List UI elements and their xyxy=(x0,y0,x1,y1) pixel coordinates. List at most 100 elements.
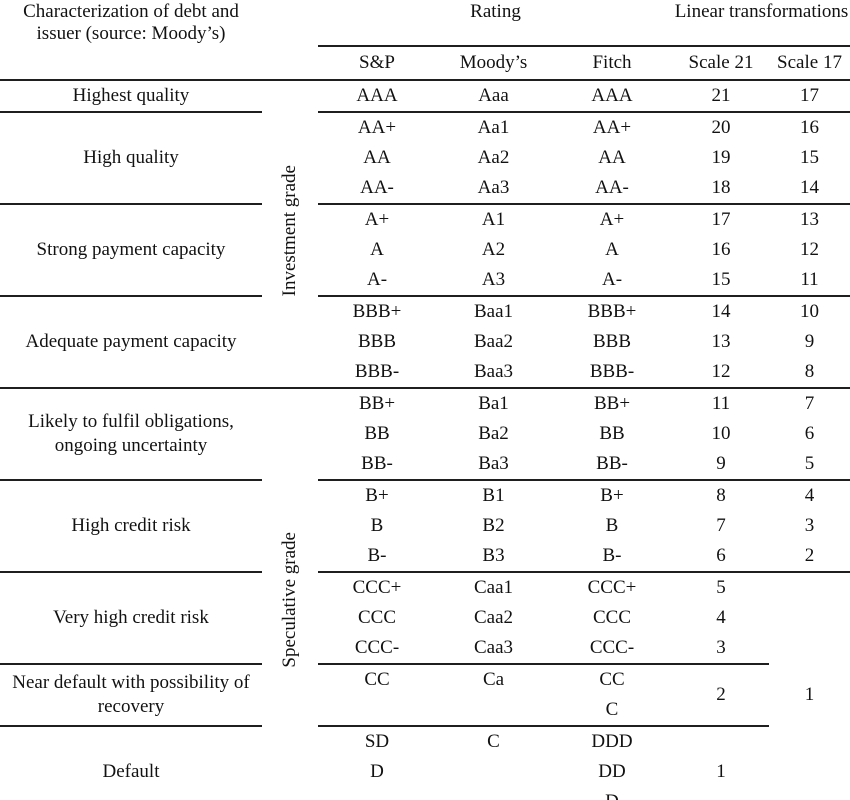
sp-cell: CCC xyxy=(357,607,397,628)
fitch-cell: AAA xyxy=(551,80,673,113)
scale17-cell: 15 xyxy=(800,147,819,168)
table-row: Near default with possibility of recover… xyxy=(0,664,850,727)
sp-cell: BBB xyxy=(357,331,397,352)
scale21-merged-cell: 1 xyxy=(716,761,726,782)
scale21-cell: 9 xyxy=(673,449,769,481)
fitch-cell: BB xyxy=(599,423,625,444)
scale21-cell: 11 xyxy=(711,393,731,414)
investment-grade-label: Investment grade xyxy=(279,164,300,297)
speculative-grade-cell: Speculative grade xyxy=(262,388,318,800)
characterization-cell: Very high credit risk xyxy=(0,572,262,665)
column-header-scale17: Scale 17 xyxy=(769,46,850,81)
scale17-cell: 5 xyxy=(769,449,850,481)
moodys-cell: B1 xyxy=(482,485,505,506)
column-header-sp: S&P xyxy=(318,46,436,81)
table-row: CCC- Caa3 CCC- 3 xyxy=(0,633,850,665)
table-row: Highest quality Investment grade AAA Aaa… xyxy=(0,80,850,389)
scale21-cell: 12 xyxy=(673,357,769,389)
group-header-row: Characterization of debt and issuer (sou… xyxy=(0,0,850,81)
sp-cell: B+ xyxy=(365,485,389,506)
table-row: BB- Ba3 BB- 9 5 xyxy=(0,449,850,481)
sp-cell: A- xyxy=(318,265,436,297)
column-header-moodys: Moody’s xyxy=(436,46,551,81)
sp-cell: BB- xyxy=(318,449,436,481)
table-row: Default SD C DDD 1 xyxy=(0,726,850,782)
sp-cell: B- xyxy=(318,541,436,573)
sp-cell: BBB- xyxy=(318,357,436,389)
moodys-cell: Ba3 xyxy=(436,449,551,481)
fitch-cell: B xyxy=(605,515,619,536)
moodys-cell: A3 xyxy=(436,265,551,297)
table-row: C xyxy=(0,695,850,727)
investment-grade-cell: Investment grade xyxy=(262,80,318,389)
sp-cell: A xyxy=(370,239,384,260)
characterization-cell: Near default with possibility of recover… xyxy=(0,664,262,727)
sp-cell: BB xyxy=(364,423,390,444)
fitch-cell: A- xyxy=(551,265,673,297)
column-header-scale21: Scale 21 xyxy=(673,46,769,81)
moodys-cell: Caa1 xyxy=(473,577,514,598)
scale17-cell: 3 xyxy=(804,515,815,536)
table-row: BB Ba2 BB 10 6 xyxy=(0,419,850,449)
fitch-cell: C xyxy=(551,695,673,727)
scale17-cell: 11 xyxy=(769,265,850,297)
moodys-cell: Baa2 xyxy=(473,331,514,352)
sp-cell: AA xyxy=(363,147,391,168)
scale21-cell: 19 xyxy=(711,147,731,168)
moodys-cell: A1 xyxy=(481,209,506,230)
characterization-cell: Adequate payment capacity xyxy=(0,296,262,389)
column-header-row: S&P Moody’s Fitch Scale 21 Scale 17 xyxy=(0,46,850,81)
moodys-cell: Aa2 xyxy=(477,147,510,168)
scale21-cell: 18 xyxy=(673,173,769,205)
scale17-cell: 16 xyxy=(800,117,819,138)
characterization-cell: High quality xyxy=(0,112,262,205)
grade-label-column-header xyxy=(262,0,318,81)
fitch-cell: CCC xyxy=(592,607,632,628)
fitch-cell: BBB- xyxy=(551,357,673,389)
fitch-cell: AA+ xyxy=(592,117,632,138)
scale21-cell: 16 xyxy=(711,239,731,260)
scale17-cell: 8 xyxy=(769,357,850,389)
fitch-cell: B+ xyxy=(600,485,624,506)
table-row: High credit risk B+ B1 B+ 8 4 xyxy=(0,480,850,573)
moodys-cell: A2 xyxy=(481,239,506,260)
sp-cell: CCC- xyxy=(318,633,436,665)
moodys-cell: C xyxy=(487,731,500,752)
scale17-cell: 6 xyxy=(804,423,815,444)
table-row: B- B3 B- 6 2 xyxy=(0,541,850,573)
moodys-cell: Baa1 xyxy=(473,301,514,322)
fitch-cell: A+ xyxy=(599,209,625,230)
scale17-cell: 9 xyxy=(804,331,815,352)
moodys-cell: Aa1 xyxy=(477,117,510,138)
table-row: Very high credit risk CCC+ Caa1 CCC+ 5 1 xyxy=(0,572,850,705)
sp-cell xyxy=(318,787,436,800)
table-row: Likely to fulfil obligations, ongoing un… xyxy=(0,388,850,667)
fitch-cell: CC xyxy=(599,669,625,690)
moodys-cell: Caa3 xyxy=(436,633,551,665)
scale17-cell: 2 xyxy=(769,541,850,573)
scale21-cell: 8 xyxy=(716,485,726,506)
table-row: D xyxy=(0,787,850,800)
fitch-cell: AA xyxy=(598,147,626,168)
characterization-cell: Strong payment capacity xyxy=(0,204,262,297)
scale17-cell: 14 xyxy=(769,173,850,205)
fitch-cell: CCC- xyxy=(551,633,673,665)
moodys-cell xyxy=(436,757,551,787)
moodys-cell xyxy=(436,695,551,727)
scale21-cell: 15 xyxy=(673,265,769,297)
sp-cell: AA- xyxy=(318,173,436,205)
scale17-merged-cell: 1 xyxy=(804,684,815,705)
sp-cell: B xyxy=(370,515,384,536)
sp-cell: D xyxy=(370,761,384,782)
scale21-cell: 20 xyxy=(711,117,731,138)
table-row: Adequate payment capacity BBB+ Baa1 BBB+… xyxy=(0,296,850,389)
moodys-cell: B2 xyxy=(482,515,505,536)
fitch-cell: D xyxy=(551,787,673,800)
table-row: BBB- Baa3 BBB- 12 8 xyxy=(0,357,850,389)
sp-cell xyxy=(318,695,436,727)
scale21-cell: 5 xyxy=(716,577,726,598)
linear-transformations-group-header: Linear transformations xyxy=(673,0,850,47)
moodys-cell xyxy=(436,787,551,800)
